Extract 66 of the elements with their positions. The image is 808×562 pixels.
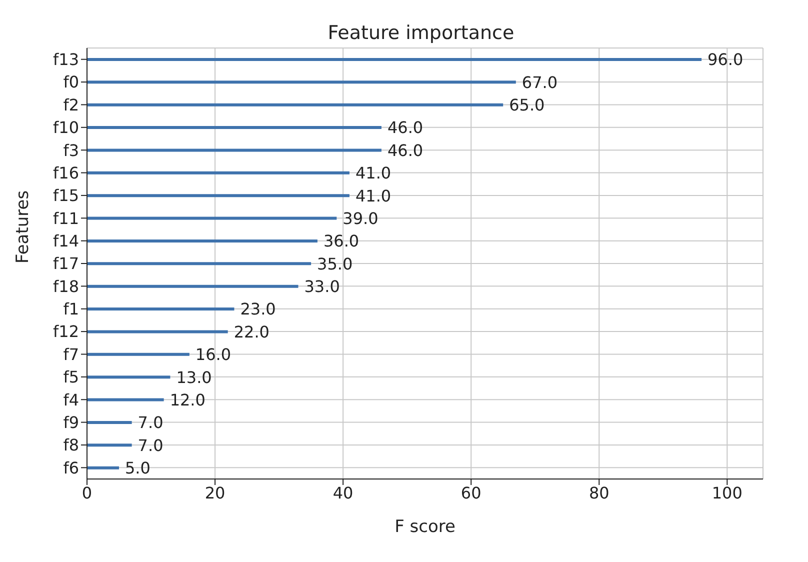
y-tick-label: f16 bbox=[53, 163, 79, 182]
bar bbox=[87, 420, 132, 424]
y-tick-label: f9 bbox=[63, 412, 79, 432]
bar bbox=[87, 398, 164, 402]
data-label: 41.0 bbox=[355, 186, 392, 206]
x-axis-title: F score bbox=[394, 517, 456, 537]
data-label: 22.0 bbox=[234, 322, 270, 342]
data-label: 67.0 bbox=[522, 72, 558, 92]
bar bbox=[87, 239, 318, 242]
y-tick-label: f13 bbox=[53, 50, 79, 70]
bar bbox=[87, 466, 120, 470]
y-tick-label: f10 bbox=[53, 118, 79, 138]
data-label: 46.0 bbox=[387, 140, 424, 160]
data-label: 13.0 bbox=[176, 368, 212, 387]
y-tick-label: f5 bbox=[63, 368, 79, 387]
bar bbox=[87, 352, 190, 356]
y-tick-label: f3 bbox=[63, 140, 79, 160]
y-tick-label: f7 bbox=[63, 344, 79, 364]
y-tick-label: f14 bbox=[53, 231, 79, 250]
data-label: 5.0 bbox=[125, 458, 150, 478]
y-axis-title: Features bbox=[13, 190, 34, 264]
bar bbox=[87, 330, 228, 334]
data-label: 12.0 bbox=[170, 390, 206, 410]
bar bbox=[87, 194, 350, 198]
y-tick-label: f1 bbox=[63, 300, 79, 319]
data-label: 39.0 bbox=[342, 208, 378, 228]
bar bbox=[87, 171, 350, 174]
y-tick-label: f0 bbox=[63, 72, 79, 92]
y-tick-label: f15 bbox=[53, 186, 79, 206]
y-tick-label: f17 bbox=[53, 254, 79, 274]
bar bbox=[87, 58, 702, 61]
data-label: 7.0 bbox=[138, 413, 164, 432]
bar bbox=[87, 216, 337, 220]
x-tick-label: 80 bbox=[588, 483, 610, 502]
data-label: 46.0 bbox=[387, 118, 424, 138]
data-label: 65.0 bbox=[509, 96, 545, 115]
data-label: 23.0 bbox=[240, 300, 276, 319]
data-label: 16.0 bbox=[195, 345, 232, 364]
y-tick-label: f18 bbox=[53, 276, 79, 296]
data-label: 41.0 bbox=[355, 164, 392, 183]
chart-title: Feature importance bbox=[326, 22, 516, 44]
data-label: 35.0 bbox=[317, 254, 353, 274]
bar bbox=[87, 262, 312, 266]
data-label: 33.0 bbox=[304, 277, 340, 296]
y-tick-label: f2 bbox=[63, 95, 79, 114]
y-tick-label: f8 bbox=[63, 436, 79, 455]
y-tick-label: f6 bbox=[63, 458, 79, 478]
bar bbox=[87, 376, 170, 379]
x-tick-label: 40 bbox=[332, 483, 354, 502]
bar bbox=[87, 126, 382, 130]
bar bbox=[87, 103, 504, 106]
bar bbox=[87, 284, 298, 288]
bar bbox=[87, 148, 382, 152]
bar bbox=[87, 80, 516, 84]
x-tick-label: 20 bbox=[204, 483, 226, 502]
bar bbox=[87, 444, 132, 447]
x-tick-label: 100 bbox=[712, 483, 742, 502]
y-tick-label: f11 bbox=[53, 208, 79, 228]
x-tick-label: 0 bbox=[82, 483, 92, 502]
y-tick-label: f12 bbox=[53, 322, 79, 342]
bar bbox=[87, 308, 234, 311]
data-label: 36.0 bbox=[323, 232, 360, 251]
data-label: 96.0 bbox=[708, 50, 744, 70]
y-tick-label: f4 bbox=[63, 390, 79, 410]
x-tick-label: 60 bbox=[460, 483, 482, 502]
data-label: 7.0 bbox=[138, 436, 164, 455]
